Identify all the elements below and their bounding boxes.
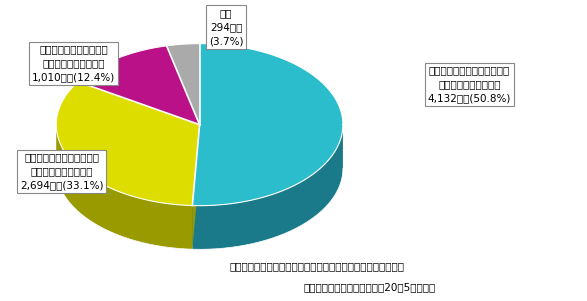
Polygon shape — [78, 46, 200, 125]
Text: 不明
294病院
(3.7%): 不明 294病院 (3.7%) — [209, 8, 243, 46]
Polygon shape — [193, 44, 343, 206]
Text: 対象：二十人以上の患者を入院させるための施設を有する病院: 対象：二十人以上の患者を入院させるための施設を有する病院 — [230, 261, 404, 272]
Polygon shape — [56, 125, 193, 249]
Text: 厚生労働省資料による（平成20年5月現在）: 厚生労働省資料による（平成20年5月現在） — [303, 282, 436, 293]
Polygon shape — [56, 82, 200, 206]
Polygon shape — [193, 125, 200, 249]
Text: 新耐震基準に従って建設
された建物がない病院
1,010病院(12.4%): 新耐震基準に従って建設 された建物がない病院 1,010病院(12.4%) — [32, 44, 115, 82]
Polygon shape — [193, 125, 200, 249]
Polygon shape — [167, 44, 200, 125]
Text: すべての建物が新耐震基準に
従って建設された病院
4,132病院(50.8%): すべての建物が新耐震基準に 従って建設された病院 4,132病院(50.8%) — [428, 65, 511, 103]
Text: 一部の建物が新耐震基準に
従って建設された病院
2,694病院(33.1%): 一部の建物が新耐震基準に 従って建設された病院 2,694病院(33.1%) — [20, 153, 103, 191]
Polygon shape — [193, 126, 343, 249]
